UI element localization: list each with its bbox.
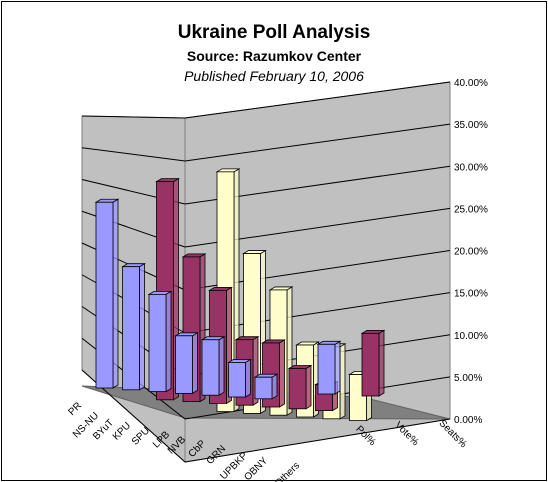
bar-Pol-LPB [227, 358, 252, 398]
x-tick-label: Others [273, 460, 302, 482]
y-tick-label: 15.00% [454, 289, 488, 300]
y-tick-label: 25.00% [454, 204, 488, 215]
bar-Pol-BYuT-side [165, 290, 172, 393]
bar-Pol-NVB-face [254, 376, 273, 400]
bar-Pol-SPU [200, 336, 226, 396]
bar-Pol-KPU-side [192, 332, 198, 395]
bar-Pol-PR-face [95, 201, 114, 389]
bar-Vote-NVB-side [305, 364, 312, 410]
bar-Pol-NS-NU [121, 262, 146, 391]
bar-Vote-NVB [287, 364, 313, 410]
bar-Pol-PR [94, 198, 120, 389]
gridline [184, 81, 451, 119]
gridline [184, 418, 451, 463]
bar-Pol-KPU [174, 332, 199, 395]
bar-Pol-NS-NU-face [122, 266, 140, 391]
y-tick-label: 30.00% [454, 162, 488, 173]
gridline-side [81, 147, 186, 162]
bar-Vote-LPB-side [279, 339, 285, 408]
y-tick-label: 0.00% [454, 415, 482, 426]
y-tick-label: 20.00% [454, 247, 488, 258]
gridline-side [81, 115, 186, 119]
bar-Vote-Vote%-face [361, 332, 380, 397]
y-tick-label: 40.00% [454, 78, 488, 89]
chart-title: Ukraine Poll Analysis [177, 22, 371, 43]
gridline [184, 123, 451, 162]
bar-Vote-Vote% [360, 329, 386, 397]
chart-subtitle-date: Published February 10, 2006 [184, 68, 364, 84]
bar-Pol-PR-side [112, 198, 119, 389]
y-tick-label: 10.00% [454, 331, 488, 342]
bar-Pol-LPB-face [228, 362, 246, 398]
bar-Pol-BYuT [147, 290, 173, 393]
bar-Pol-Pol%-side [334, 340, 341, 395]
y-tick-label: 5.00% [454, 373, 482, 384]
bar-Pol-SPU-side [218, 336, 225, 396]
bar-Pol-NS-NU-side [139, 262, 145, 391]
chart-subtitle: Source: Razumkov Center [186, 48, 362, 64]
bar-Pol-LPB-side [245, 358, 251, 398]
bar-Pol-Pol%-face [317, 343, 336, 395]
bar-Vote-Vote%-side [378, 329, 385, 397]
y-tick-label: 35.00% [454, 120, 488, 131]
bar-Seats-NVB-side [339, 343, 346, 420]
bar-Pol-NVB [253, 373, 279, 400]
bar-Pol-NVB-side [271, 373, 278, 400]
bar-Pol-SPU-face [201, 339, 220, 396]
bar-Pol-Pol% [316, 340, 342, 395]
bar-Vote-NVB-face [288, 368, 307, 410]
x-tick-label: PR [67, 400, 85, 418]
bar-Pol-BYuT-face [148, 293, 167, 392]
bar-Pol-KPU-face [175, 335, 193, 394]
